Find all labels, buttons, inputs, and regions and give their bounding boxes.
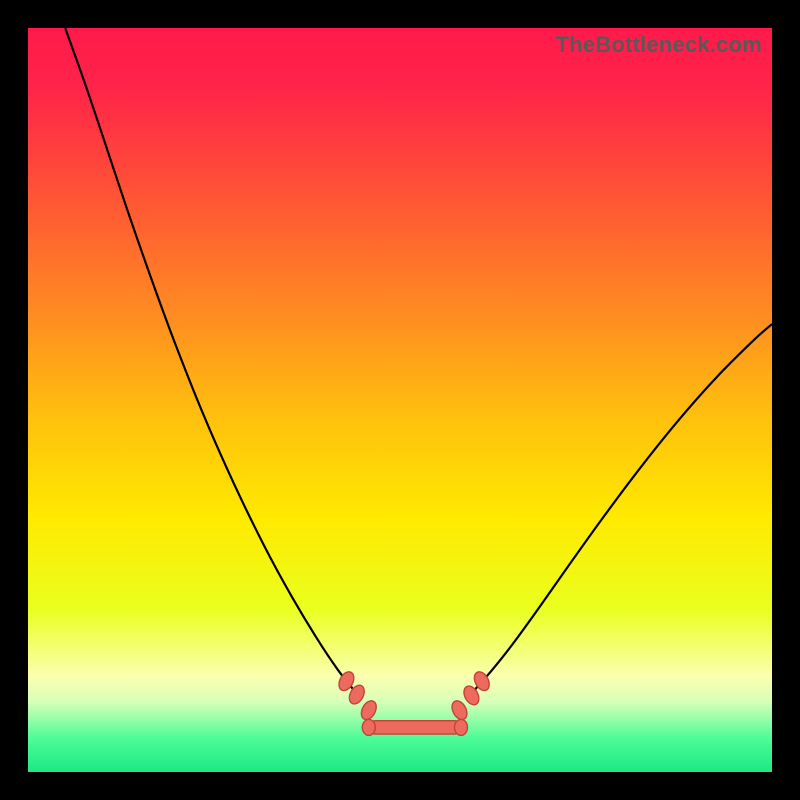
markers-left-group	[336, 669, 379, 722]
curve-right	[474, 324, 772, 690]
baseline-bar	[369, 721, 461, 734]
plot-area: TheBottleneck.com	[28, 28, 772, 772]
baseline-end-knob	[455, 719, 468, 735]
baseline-track	[362, 719, 467, 735]
marker-point	[358, 698, 379, 722]
chart-svg	[28, 28, 772, 772]
marker-point	[449, 698, 470, 722]
curve-left	[65, 28, 354, 690]
baseline-end-knob	[362, 719, 375, 735]
markers-right-group	[449, 669, 492, 722]
